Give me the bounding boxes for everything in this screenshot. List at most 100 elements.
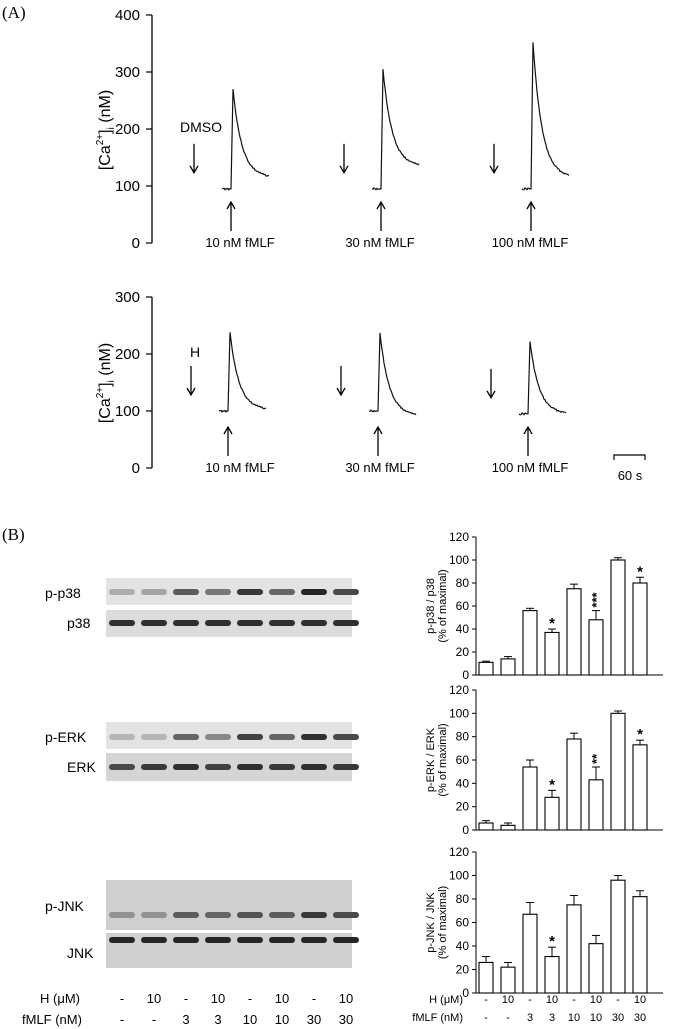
blot-band xyxy=(109,589,135,595)
blot-membrane xyxy=(106,880,352,930)
bar xyxy=(588,619,604,676)
pretreatment-arrow-head xyxy=(339,165,349,175)
fmlf-dose: 10 xyxy=(243,1012,257,1027)
y-tick-label: 80 xyxy=(456,576,470,590)
bar-h-dose: 10 xyxy=(502,994,514,1006)
y-axis-label: [Ca2+]i (nM) xyxy=(95,343,117,423)
condition-label: H xyxy=(190,344,200,360)
blot-label: p-p38 xyxy=(45,585,81,601)
blot-band xyxy=(205,589,231,595)
significance-star: * xyxy=(549,615,555,632)
bar xyxy=(588,779,604,831)
blot-label: p38 xyxy=(67,615,91,631)
bar xyxy=(610,879,626,994)
y-axis-label: p-ERK / ERK(% of maximal) xyxy=(425,723,449,796)
blot-band xyxy=(237,734,263,740)
calcium-trace-line xyxy=(221,89,270,191)
blot-band xyxy=(205,912,231,918)
y-tick-label: 20 xyxy=(456,963,470,977)
blot-band xyxy=(237,937,263,943)
blot-band xyxy=(333,589,359,595)
y-tick-label: 0 xyxy=(462,986,469,1000)
bar xyxy=(632,582,648,676)
significance-star: * xyxy=(637,563,643,580)
blot-band xyxy=(141,589,167,595)
bar-h-label: H (μM) xyxy=(429,994,463,1006)
calcium-trace-line xyxy=(368,332,417,416)
stimulus-arrow-head xyxy=(376,200,386,210)
fmlf-row-label: fMLF (nM) xyxy=(22,1012,82,1027)
stimulus-label: 10 nM fMLF xyxy=(205,235,274,250)
blot-band xyxy=(333,734,359,740)
blot-band xyxy=(269,764,295,770)
y-axis-label: [Ca2+]i (nM) xyxy=(95,90,117,170)
y-tick-label: 100 xyxy=(115,403,140,420)
bar-h-dose: 10 xyxy=(546,994,558,1006)
blot-band xyxy=(173,937,199,943)
stimulus-label: 10 nM fMLF xyxy=(205,460,274,475)
panel-label-b: (B) xyxy=(2,525,25,544)
blot-band xyxy=(333,764,359,770)
bar xyxy=(478,661,494,676)
bar-chart: 0 20 40 60 80 100 120 p-ERK / ERK(% of maximal)… xyxy=(425,683,663,837)
bar xyxy=(478,822,494,831)
blot-label: ERK xyxy=(67,759,96,775)
bar xyxy=(522,610,538,676)
bar-charts: 0 20 40 60 80 100 120 p-p38 / p38(% of maximal)… xyxy=(425,530,663,1000)
bar-fmlf-dose: - xyxy=(484,1012,488,1024)
blot-band xyxy=(141,912,167,918)
y-tick-label: 60 xyxy=(456,916,470,930)
bar xyxy=(632,896,648,994)
bar xyxy=(500,824,516,831)
blot-band xyxy=(269,620,295,626)
h-row-label: H (μM) xyxy=(40,991,80,1006)
bar-fmlf-dose: 3 xyxy=(527,1012,533,1024)
pretreatment-arrow-head xyxy=(186,387,196,397)
y-tick-label: 100 xyxy=(449,706,469,720)
bar xyxy=(544,956,560,994)
bar-h-dose: - xyxy=(484,994,488,1006)
blot-band xyxy=(173,620,199,626)
y-tick-label: 40 xyxy=(456,776,470,790)
bar xyxy=(522,913,538,994)
bar xyxy=(566,588,582,676)
panel-label-a: (A) xyxy=(2,3,26,22)
blot-band xyxy=(237,912,263,918)
blot-band xyxy=(333,912,359,918)
calcium-trace-line xyxy=(371,69,420,191)
h-dose: - xyxy=(184,991,188,1006)
pretreatment-arrow-head xyxy=(336,387,346,397)
stimulus-label: 30 nM fMLF xyxy=(345,235,414,250)
y-tick-label: 120 xyxy=(449,530,469,544)
bar-fmlf-dose: - xyxy=(506,1012,510,1024)
blot-band xyxy=(109,734,135,740)
y-axis-label: p-JNK / JNK(% of maximal) xyxy=(425,886,449,959)
blot-band xyxy=(141,764,167,770)
bar-fmlf-dose: 30 xyxy=(634,1012,646,1024)
y-tick-label: 0 xyxy=(462,668,469,682)
condition-label: DMSO xyxy=(180,119,222,135)
western-blots xyxy=(106,578,359,968)
blot-band xyxy=(109,937,135,943)
y-tick-label: 400 xyxy=(115,7,140,24)
blot-band xyxy=(269,589,295,595)
bar xyxy=(500,966,516,994)
stimulus-arrow-head xyxy=(526,200,536,210)
stimulus-label: 100 nM fMLF xyxy=(492,460,569,475)
blot-band xyxy=(173,734,199,740)
bar-fmlf-dose: 10 xyxy=(590,1012,602,1024)
fmlf-dose: 30 xyxy=(339,1012,353,1027)
blot-band xyxy=(301,937,327,943)
significance-star: * xyxy=(549,933,555,950)
stimulus-arrow-head xyxy=(373,425,383,435)
h-dose: 10 xyxy=(275,991,289,1006)
stimulus-label: 30 nM fMLF xyxy=(345,460,414,475)
h-dose: - xyxy=(120,991,124,1006)
y-tick-label: 20 xyxy=(456,645,470,659)
fmlf-dose: 30 xyxy=(307,1012,321,1027)
h-dose: - xyxy=(248,991,252,1006)
y-tick-label: 100 xyxy=(449,553,469,567)
blot-band xyxy=(237,589,263,595)
blot-band xyxy=(205,620,231,626)
blot-band xyxy=(301,912,327,918)
